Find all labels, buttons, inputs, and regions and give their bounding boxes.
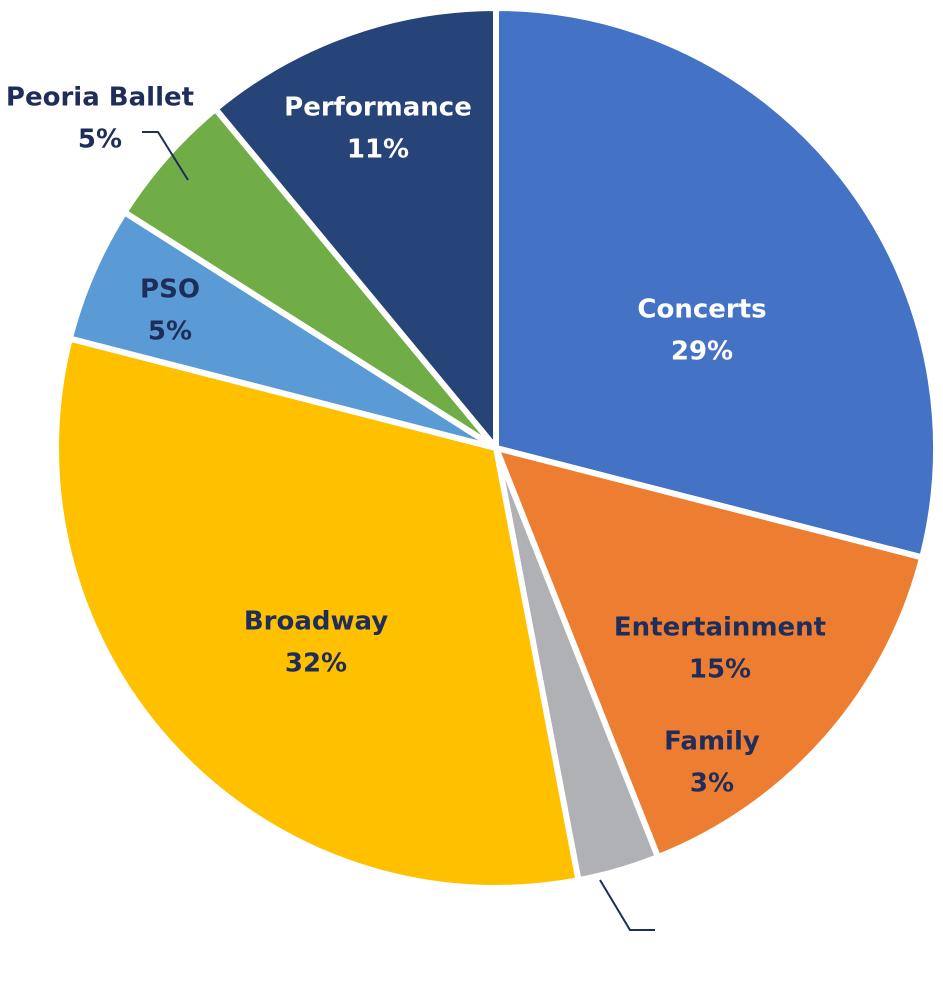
slice-label: PSO: [140, 275, 200, 305]
pie-slice: [493, 5, 939, 561]
slice-label: Peoria Ballet: [6, 83, 194, 113]
slice-value-label: 15%: [689, 655, 751, 685]
slice-value-label: 11%: [347, 135, 409, 165]
slice-value-label: 3%: [690, 769, 734, 799]
slice-label: Performance: [284, 93, 472, 123]
pie-slice: [493, 445, 926, 861]
slice-value-label: 5%: [148, 317, 192, 347]
leader-line: [142, 131, 189, 181]
slice-value-label: 5%: [78, 125, 122, 155]
pie-slice: [53, 335, 582, 891]
slice-label: Broadway: [244, 607, 388, 637]
pie-slice: [212, 5, 499, 451]
slice-label: Entertainment: [614, 613, 826, 643]
slice-label: Concerts: [637, 295, 766, 325]
slice-label: Family: [664, 727, 760, 757]
slice-value-label: 29%: [671, 337, 733, 367]
slice-value-label: 32%: [285, 649, 347, 679]
leader-line: [599, 879, 655, 931]
